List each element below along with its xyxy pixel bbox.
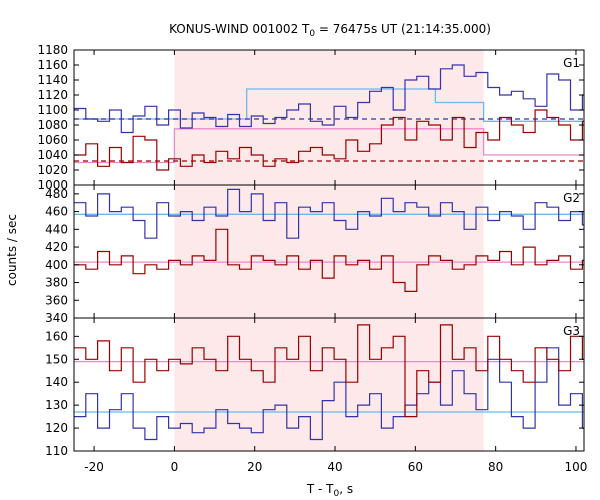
- series-blue-steps: [74, 347, 584, 441]
- chart-title-main: KONUS-WIND 001002 T: [169, 22, 310, 36]
- y-tick-label: 440: [45, 222, 68, 236]
- plot-area: [74, 64, 584, 171]
- y-tick-label: 120: [45, 421, 68, 435]
- y-tick-label: 160: [45, 329, 68, 343]
- y-tick-label: 1040: [37, 148, 68, 162]
- x-tick-label: -20: [84, 460, 104, 474]
- y-axis-label: counts / sec: [5, 214, 19, 286]
- chart-title-subscript: 0: [309, 29, 315, 39]
- y-tick-label: 420: [45, 240, 68, 254]
- svg-text:KONUS-WIND 001002 T0 = 76475s: KONUS-WIND 001002 T0 = 76475s UT (21:14:…: [169, 22, 491, 39]
- series-red-steps: [74, 324, 584, 418]
- y-tick-label: 1060: [37, 133, 68, 147]
- y-tick-label: 150: [45, 352, 68, 366]
- x-axis-label: T - T0, s: [306, 482, 353, 499]
- panels-group: 1000102010401060108011001120114011601180…: [37, 43, 588, 474]
- y-tick-label: 340: [45, 311, 68, 325]
- series-red-steps: [74, 109, 584, 171]
- y-tick-label: 460: [45, 205, 68, 219]
- x-axis-label-main: T - T: [306, 482, 334, 496]
- y-tick-label: 480: [45, 187, 68, 201]
- x-tick-label: 80: [488, 460, 503, 474]
- y-tick-label: 400: [45, 258, 68, 272]
- y-tick-label: 1100: [37, 103, 68, 117]
- x-tick-label: 60: [408, 460, 423, 474]
- y-tick-label: 1160: [37, 58, 68, 72]
- fit-line-light_blue-solid: [74, 88, 584, 122]
- y-tick-label: 1080: [37, 118, 68, 132]
- panel-label: G3: [563, 324, 580, 338]
- y-tick-label: 110: [45, 444, 68, 458]
- x-tick-label: 0: [171, 460, 179, 474]
- y-tick-label: 140: [45, 375, 68, 389]
- series-red-steps: [74, 228, 584, 292]
- y-tick-label: 1180: [37, 43, 68, 57]
- series-blue-steps: [74, 64, 584, 134]
- panel-g1: 1000102010401060108011001120114011601180…: [37, 43, 585, 192]
- panel-label: G1: [563, 56, 580, 70]
- x-tick-label: 20: [247, 460, 262, 474]
- fit-line-pink-solid: [74, 128, 584, 164]
- panel-g3: 110 120 130 140 150 160 G3: [45, 317, 585, 458]
- svg-text:T - T0, s: T - T0, s: [306, 482, 353, 499]
- x-tick-label: 100: [565, 460, 588, 474]
- highlight-interval: [174, 318, 484, 451]
- series-blue-steps: [74, 188, 584, 239]
- y-tick-label: 130: [45, 398, 68, 412]
- plot-area: [74, 324, 584, 441]
- y-tick-label: 360: [45, 293, 68, 307]
- chart-title: KONUS-WIND 001002 T0 = 76475s UT (21:14:…: [169, 22, 491, 39]
- highlight-interval: [174, 50, 484, 185]
- x-axis-label-subscript: 0: [334, 489, 340, 499]
- y-tick-label: 1000: [37, 178, 68, 192]
- highlight-interval: [174, 185, 484, 318]
- x-axis-label-rest: , s: [339, 482, 353, 496]
- panel-frame: [73, 317, 585, 452]
- y-tick-label: 380: [45, 276, 68, 290]
- panel-label: G2: [563, 191, 580, 205]
- x-tick-label: 40: [327, 460, 342, 474]
- y-tick-label: 1140: [37, 73, 68, 87]
- panel-g2: 340 360 380 400 420 440 460 480 G2: [45, 184, 585, 325]
- y-tick-label: 1020: [37, 163, 68, 177]
- y-tick-label: 1120: [37, 88, 68, 102]
- chart-title-rest: = 76475s UT (21:14:35.000): [315, 22, 491, 36]
- plot-area: [74, 188, 584, 292]
